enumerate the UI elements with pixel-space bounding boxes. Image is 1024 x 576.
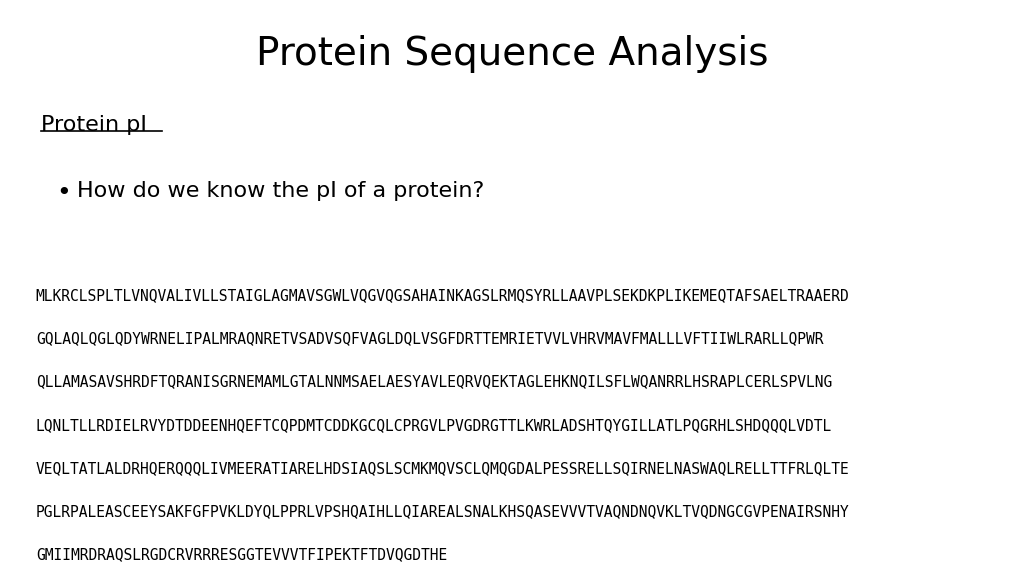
Text: Protein Sequence Analysis: Protein Sequence Analysis	[256, 35, 768, 73]
Text: •: •	[56, 181, 71, 206]
Text: QLLAMASAVSHRDFTQRANISGRNEMAMLGTALNNMSAELAESYAVLEQRVQEKTAGLEHKNQILSFLWQANRRLHSRAP: QLLAMASAVSHRDFTQRANISGRNEMAMLGTALNNMSAEL…	[36, 374, 833, 389]
Text: LQNLTLLRDIELRVYDTDDEENHQEFTCQPDMTCDDKGCQLCPRGVLPVGDRGTTLKWRLADSHTQYGILLATLPQGRHL: LQNLTLLRDIELRVYDTDDEENHQEFTCQPDMTCDDKGCQ…	[36, 418, 833, 433]
Text: How do we know the pI of a protein?: How do we know the pI of a protein?	[77, 181, 484, 202]
Text: GMIIMRDRAQSLRGDCRVRRRESGGTEVVVTFIPEKTFTDVQGDTHE: GMIIMRDRAQSLRGDCRVRRRESGGTEVVVTFIPEKTFTD…	[36, 547, 447, 562]
Text: GQLAQLQGLQDYWRNELIPALMRAQNRETVSADVSQFVAGLDQLVSGFDRTTEMRIETVVLVHRVMAVFMALLLVFTIIW: GQLAQLQGLQDYWRNELIPALMRAQNRETVSADVSQFVAG…	[36, 331, 823, 346]
Text: PGLRPALEASCEEYSAKFGFPVKLDYQLPPRLVPSHQAIHLLQIAREALSNALKHSQASEVVVTVAQNDNQVKLTVQDNG: PGLRPALEASCEEYSAKFGFPVKLDYQLPPRLVPSHQAIH…	[36, 504, 850, 519]
Text: MLKRCLSPLTLVNQVALIVLLSTAIGLAGMAVSGWLVQGVQGSAHAINKAGSLRMQSYRLLAAVPLSEKDKPLIKEMEQT: MLKRCLSPLTLVNQVALIVLLSTAIGLAGMAVSGWLVQGV…	[36, 288, 850, 303]
Text: Protein pI: Protein pI	[41, 115, 146, 135]
Text: VEQLTATLALDRHQERQQQLIVMEERATIARELHDSIAQSLSCMKMQVSCLQMQGDALPESSRELLSQIRNELNASWAQL: VEQLTATLALDRHQERQQQLIVMEERATIARELHDSIAQS…	[36, 461, 850, 476]
